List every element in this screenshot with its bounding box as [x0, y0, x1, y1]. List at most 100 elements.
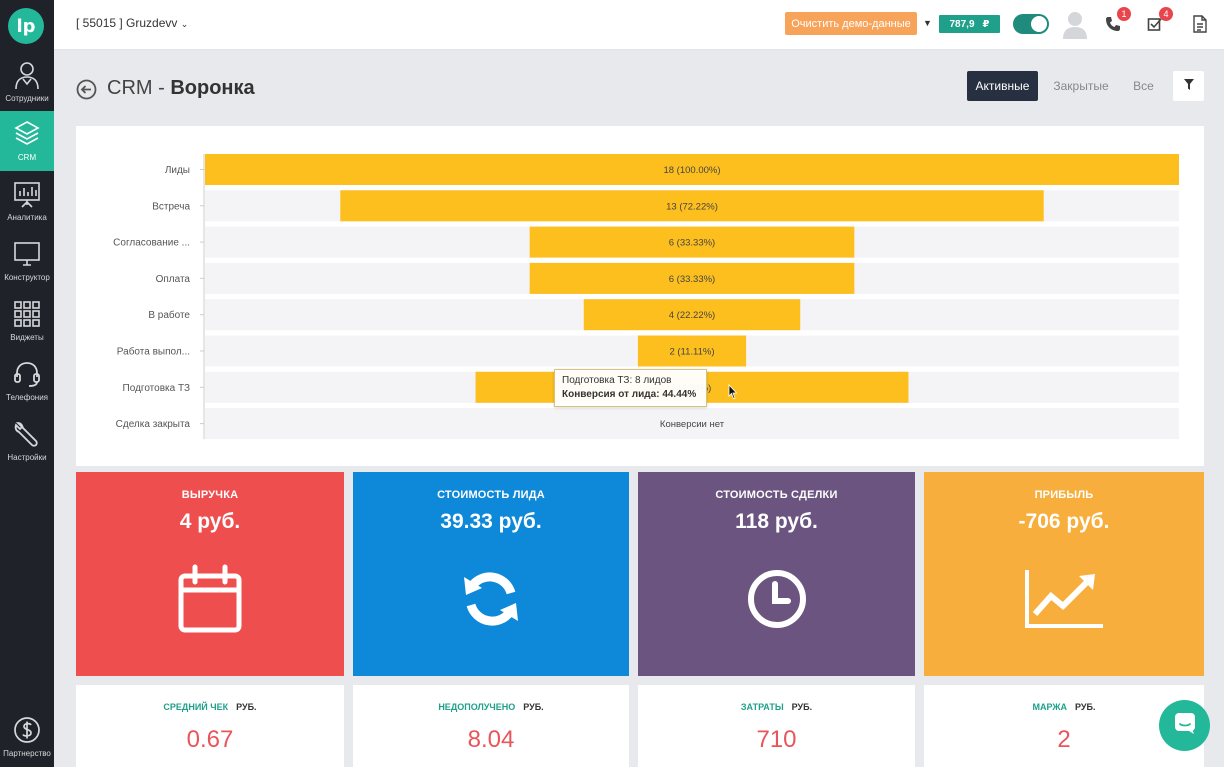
chevron-down-icon: ⌄: [180, 19, 189, 29]
avatar[interactable]: [1063, 11, 1087, 39]
kpi-card-revenue: ВЫРУЧКА 4 руб.: [76, 472, 344, 676]
funnel-category-label: Лиды: [165, 165, 190, 176]
funnel-category-label: Сделка закрыта: [116, 419, 191, 430]
stat-unit: РУБ.: [523, 702, 544, 712]
stat-label: СРЕДНИЙ ЧЕК: [163, 702, 229, 712]
phone-icon[interactable]: 1: [1103, 7, 1131, 34]
account-selector[interactable]: [ 55015 ] Gruzdevv ⌄: [76, 16, 189, 30]
sidebar-item-analytics[interactable]: Аналитика: [0, 171, 54, 231]
sidebar-item-label: Телефония: [6, 393, 48, 402]
funnel-bar[interactable]: [205, 154, 1179, 185]
chevron-down-icon[interactable]: ▼: [923, 18, 932, 28]
stat-card-costs: ЗАТРАТЫ РУБ. 710: [638, 685, 915, 767]
mode-toggle[interactable]: [1013, 14, 1049, 34]
stat-label: НЕДОПОЛУЧЕНО: [438, 702, 516, 712]
funnel-bar-label: 2 (11.11%): [669, 347, 714, 358]
sidebar-item-settings[interactable]: Настройки: [0, 411, 54, 471]
stat-unit: РУБ.: [236, 702, 257, 712]
sidebar-item-partnership[interactable]: Партнерство: [0, 707, 54, 767]
stat-unit: РУБ.: [1075, 702, 1096, 712]
sidebar: lp Сотрудники CRM Аналитика Конструктор: [0, 0, 54, 767]
funnel-category-label: Подготовка ТЗ: [123, 383, 190, 394]
kpi-value: -706 руб.: [1018, 510, 1110, 533]
sidebar-item-employees[interactable]: Сотрудники: [0, 52, 54, 112]
funnel-category-label: Оплата: [156, 274, 191, 285]
stat-value: 2: [1057, 726, 1071, 753]
headset-icon: [10, 358, 44, 390]
funnel-bar-label: 18 (100.00%): [663, 165, 720, 176]
funnel-bar[interactable]: [340, 190, 1044, 222]
layers-icon: [10, 118, 44, 150]
clear-demo-data-button[interactable]: Очистить демо-данные: [785, 12, 917, 35]
funnel-category-label: В работе: [148, 309, 190, 321]
sidebar-item-label: Конструктор: [4, 273, 50, 282]
funnel-bar[interactable]: [529, 226, 855, 258]
chat-button[interactable]: [1159, 700, 1210, 751]
sidebar-item-constructor[interactable]: Конструктор: [0, 231, 54, 291]
kpi-title: ПРИБЫЛЬ: [1034, 489, 1094, 501]
funnel-bar-label: 4 (22.22%): [669, 310, 715, 321]
currency-symbol: ₽: [982, 18, 990, 30]
stat-label: МАРЖА: [1032, 702, 1068, 712]
sidebar-item-widgets[interactable]: Виджеты: [0, 291, 54, 351]
tasks-icon[interactable]: 4: [1145, 7, 1173, 34]
refresh-icon: [449, 564, 533, 634]
tasks-badge: 4: [1159, 7, 1173, 21]
sidebar-item-label: Сотрудники: [5, 94, 49, 103]
logo[interactable]: lp: [8, 8, 44, 44]
kpi-card-lead-cost: СТОИМОСТЬ ЛИДА 39.33 руб.: [353, 472, 629, 676]
sidebar-item-label: Аналитика: [7, 213, 47, 222]
phone-badge: 1: [1117, 7, 1131, 21]
grid-icon: [10, 298, 44, 330]
funnel-chart: 18 (100.00%) Лиды 13 (72.22%) Встреча 6 (33.…: [113, 154, 1179, 440]
sidebar-item-crm[interactable]: CRM: [0, 111, 54, 171]
back-arrow-icon[interactable]: [76, 79, 97, 100]
tooltip-line-2: Конверсия от лида: 44.44%: [562, 389, 697, 400]
kpi-title: ВЫРУЧКА: [181, 489, 239, 501]
tab-active[interactable]: Активные: [967, 71, 1038, 101]
kpi-value: 118 руб.: [735, 510, 818, 533]
stat-card-shortfall: НЕДОПОЛУЧЕНО РУБ. 8.04: [353, 685, 629, 767]
wrench-icon: [10, 418, 44, 450]
kpi-title: СТОИМОСТЬ СДЕЛКИ: [715, 489, 838, 501]
tab-all[interactable]: Все: [1133, 79, 1154, 93]
calendar-icon: [168, 564, 252, 634]
funnel-row-background: [205, 408, 1179, 440]
filter-icon: [1183, 77, 1194, 95]
tab-closed[interactable]: Закрытые: [1053, 79, 1109, 93]
stat-unit: РУБ.: [791, 702, 813, 712]
stat-label: ЗАТРАТЫ: [740, 702, 784, 712]
presentation-chart-icon: [10, 178, 44, 210]
sidebar-item-label: Партнерство: [3, 749, 51, 758]
funnel-category-label: Согласование ...: [113, 238, 190, 249]
sidebar-item-label: Настройки: [7, 453, 47, 462]
mouse-cursor-icon: [728, 383, 738, 400]
funnel-bar-label: 13 (72.22%): [666, 201, 718, 212]
dollar-icon: [10, 714, 44, 746]
funnel-category-label: Работа выпол...: [117, 346, 190, 358]
kpi-value: 4 руб.: [179, 510, 241, 533]
kpi-card-profit: ПРИБЫЛЬ -706 руб.: [924, 472, 1204, 676]
chart-tooltip: Подготовка ТЗ: 8 лидов Конверсия от лида…: [554, 369, 707, 407]
trend-chart-icon: [1022, 564, 1106, 634]
funnel-bar[interactable]: [637, 335, 747, 367]
balance-badge[interactable]: 787,9 ₽: [939, 15, 1000, 33]
funnel-category-label: Встреча: [152, 201, 190, 212]
funnel-bar[interactable]: [529, 262, 855, 294]
sidebar-item-telephony[interactable]: Телефония: [0, 351, 54, 411]
filter-button[interactable]: [1173, 71, 1204, 101]
kpi-card-deal-cost: СТОИМОСТЬ СДЕЛКИ 118 руб.: [638, 472, 915, 676]
user-icon: [10, 59, 44, 91]
chat-icon: [1173, 711, 1197, 740]
kpi-title: СТОИМОСТЬ ЛИДА: [437, 489, 545, 501]
page-title: CRM - Воронка: [107, 77, 255, 99]
funnel-bar-label: 6 (33.33%): [669, 238, 715, 249]
monitor-icon: [10, 238, 44, 270]
tooltip-line-1: Подготовка ТЗ: 8 лидов: [562, 375, 672, 386]
document-icon[interactable]: [1190, 14, 1210, 34]
stat-value: 710: [756, 726, 797, 753]
funnel-bar[interactable]: [583, 299, 801, 331]
stat-value: 8.04: [467, 726, 515, 753]
sidebar-item-label: Виджеты: [10, 333, 44, 342]
stat-card-margin: МАРЖА РУБ. 2: [924, 685, 1204, 767]
